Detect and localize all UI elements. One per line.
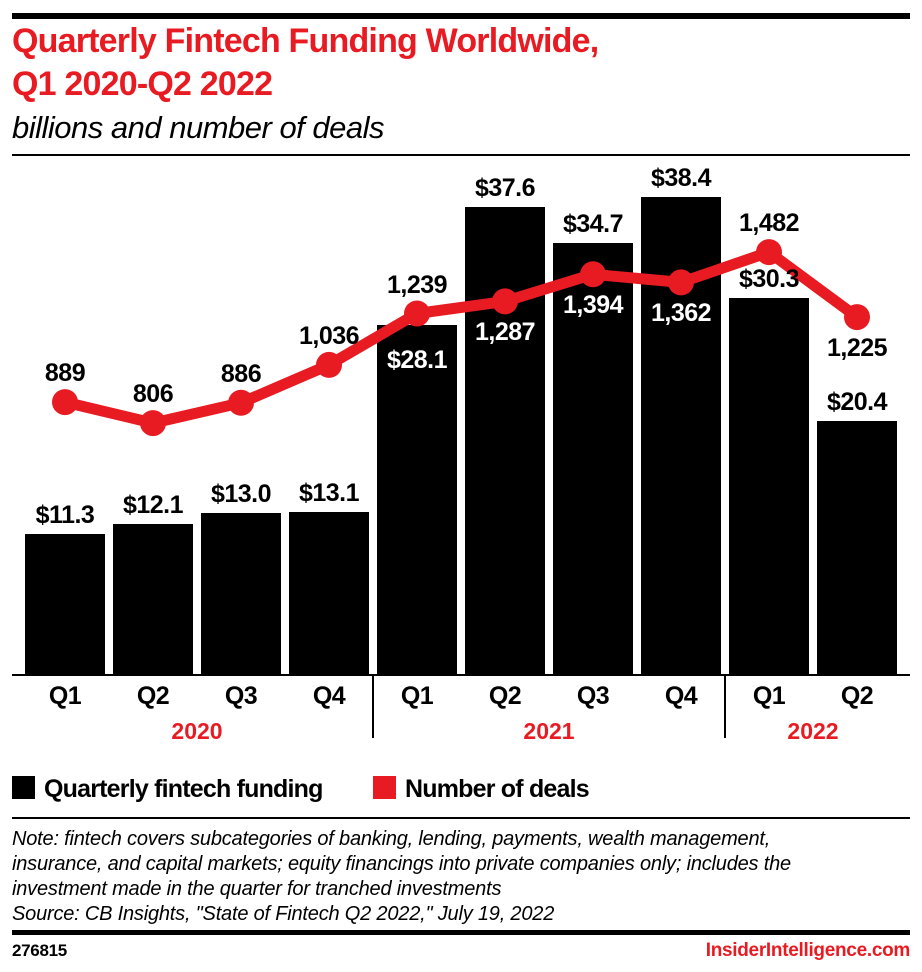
bar-value-label-q3-2021: $34.7 (562, 209, 624, 238)
x-tick-q3-2021: Q3 (576, 682, 610, 710)
x-tick-q4-2020: Q4 (312, 682, 346, 710)
deals-value-label-q1-2021: 1,239 (386, 270, 448, 299)
legend-swatch-funding (12, 776, 35, 799)
bar-q2-2021 (465, 206, 545, 675)
deals-value-label-q1-2020: 889 (44, 359, 86, 388)
bar-q3-2020 (201, 513, 281, 675)
year-divider-1 (372, 675, 374, 738)
bar-q4-2021 (641, 196, 721, 675)
chart-plot-area: $11.3 $12.1 $13.0 $13.1 $28.1 $37.6 $34.7 $38.4… (12, 163, 910, 744)
bar-value-label-q3-2020: $13.0 (210, 480, 272, 509)
note-line-3: investment made in the quarter for tranc… (12, 878, 502, 900)
top-rule (12, 13, 910, 19)
note-line-2: insurance, and capital markets; equity f… (12, 853, 791, 875)
year-label-2021: 2021 (523, 718, 575, 744)
bar-q1-2021 (377, 325, 457, 675)
bar-q4-2020 (289, 511, 369, 675)
note-line-1: Note: fintech covers subcategories of ba… (12, 828, 771, 850)
footer-rule (12, 930, 910, 935)
page-title: Quarterly Fintech Funding Worldwide, Q1 … (12, 20, 599, 106)
deals-value-label-q3-2020: 886 (220, 359, 262, 388)
year-label-2020: 2020 (171, 718, 223, 744)
deals-value-label-q2-2020: 806 (132, 380, 174, 409)
bar-value-label-q4-2020: $13.1 (298, 478, 360, 507)
page-title-line1: Quarterly Fintech Funding Worldwide, (12, 22, 599, 60)
year-divider-2 (724, 675, 726, 738)
x-tick-q2-2020: Q2 (136, 682, 170, 710)
bar-q1-2020 (25, 534, 105, 675)
x-tick-q2-2022: Q2 (840, 682, 874, 710)
bar-q1-2022 (729, 297, 809, 675)
bar-value-label-q4-2021: $38.4 (650, 163, 712, 192)
chart-id: 276815 (12, 941, 67, 960)
bar-value-label-q2-2022: $20.4 (826, 388, 888, 417)
deals-value-label-q1-2022: 1,482 (738, 209, 800, 238)
bar-value-label-q1-2020: $11.3 (35, 501, 95, 530)
page-subtitle: billions and number of deals (12, 110, 385, 145)
legend-label-funding: Quarterly fintech funding (44, 775, 323, 803)
deals-value-label-q3-2021: 1,394 (562, 291, 624, 320)
deals-value-label-q2-2021: 1,287 (474, 318, 536, 347)
deals-point-q2-2022 (844, 304, 870, 331)
source-line: Source: CB Insights, "State of Fintech Q… (12, 903, 555, 925)
x-tick-q2-2021: Q2 (488, 682, 522, 710)
deals-point-q2-2020 (140, 410, 166, 437)
x-axis-line (12, 674, 910, 676)
deals-value-label-q2-2022: 1,225 (826, 334, 888, 363)
note-rule (12, 817, 910, 819)
note-block: Note: fintech covers subcategories of ba… (12, 827, 791, 927)
bar-q2-2022 (817, 421, 897, 675)
deals-point-q1-2020 (52, 389, 78, 416)
legend-swatch-deals (373, 776, 396, 799)
x-tick-q1-2021: Q1 (400, 682, 434, 710)
deals-value-label-q4-2020: 1,036 (298, 321, 360, 350)
bar-value-label-q2-2021: $37.6 (474, 173, 536, 202)
x-tick-q1-2020: Q1 (48, 682, 82, 710)
page-title-line2: Q1 2020-Q2 2022 (12, 65, 273, 103)
bar-q2-2020 (113, 524, 193, 675)
deals-point-q3-2020 (228, 389, 254, 416)
deals-point-q1-2022 (756, 239, 782, 266)
x-tick-q3-2020: Q3 (224, 682, 258, 710)
x-tick-q1-2022: Q1 (752, 682, 786, 710)
bar-value-label-q2-2020: $12.1 (122, 491, 184, 520)
deals-point-q4-2020 (316, 351, 342, 378)
bar-value-label-q1-2021: $28.1 (386, 346, 448, 375)
deals-value-label-q4-2021: 1,362 (650, 299, 712, 328)
x-tick-q4-2021: Q4 (664, 682, 698, 710)
legend-label-deals: Number of deals (405, 775, 590, 803)
deals-point-q1-2021 (404, 300, 430, 327)
site-link[interactable]: InsiderIntelligence.com (705, 940, 911, 961)
year-label-2022: 2022 (787, 718, 839, 744)
bar-value-label-q1-2022: $30.3 (738, 264, 800, 293)
header-rule (12, 154, 910, 156)
